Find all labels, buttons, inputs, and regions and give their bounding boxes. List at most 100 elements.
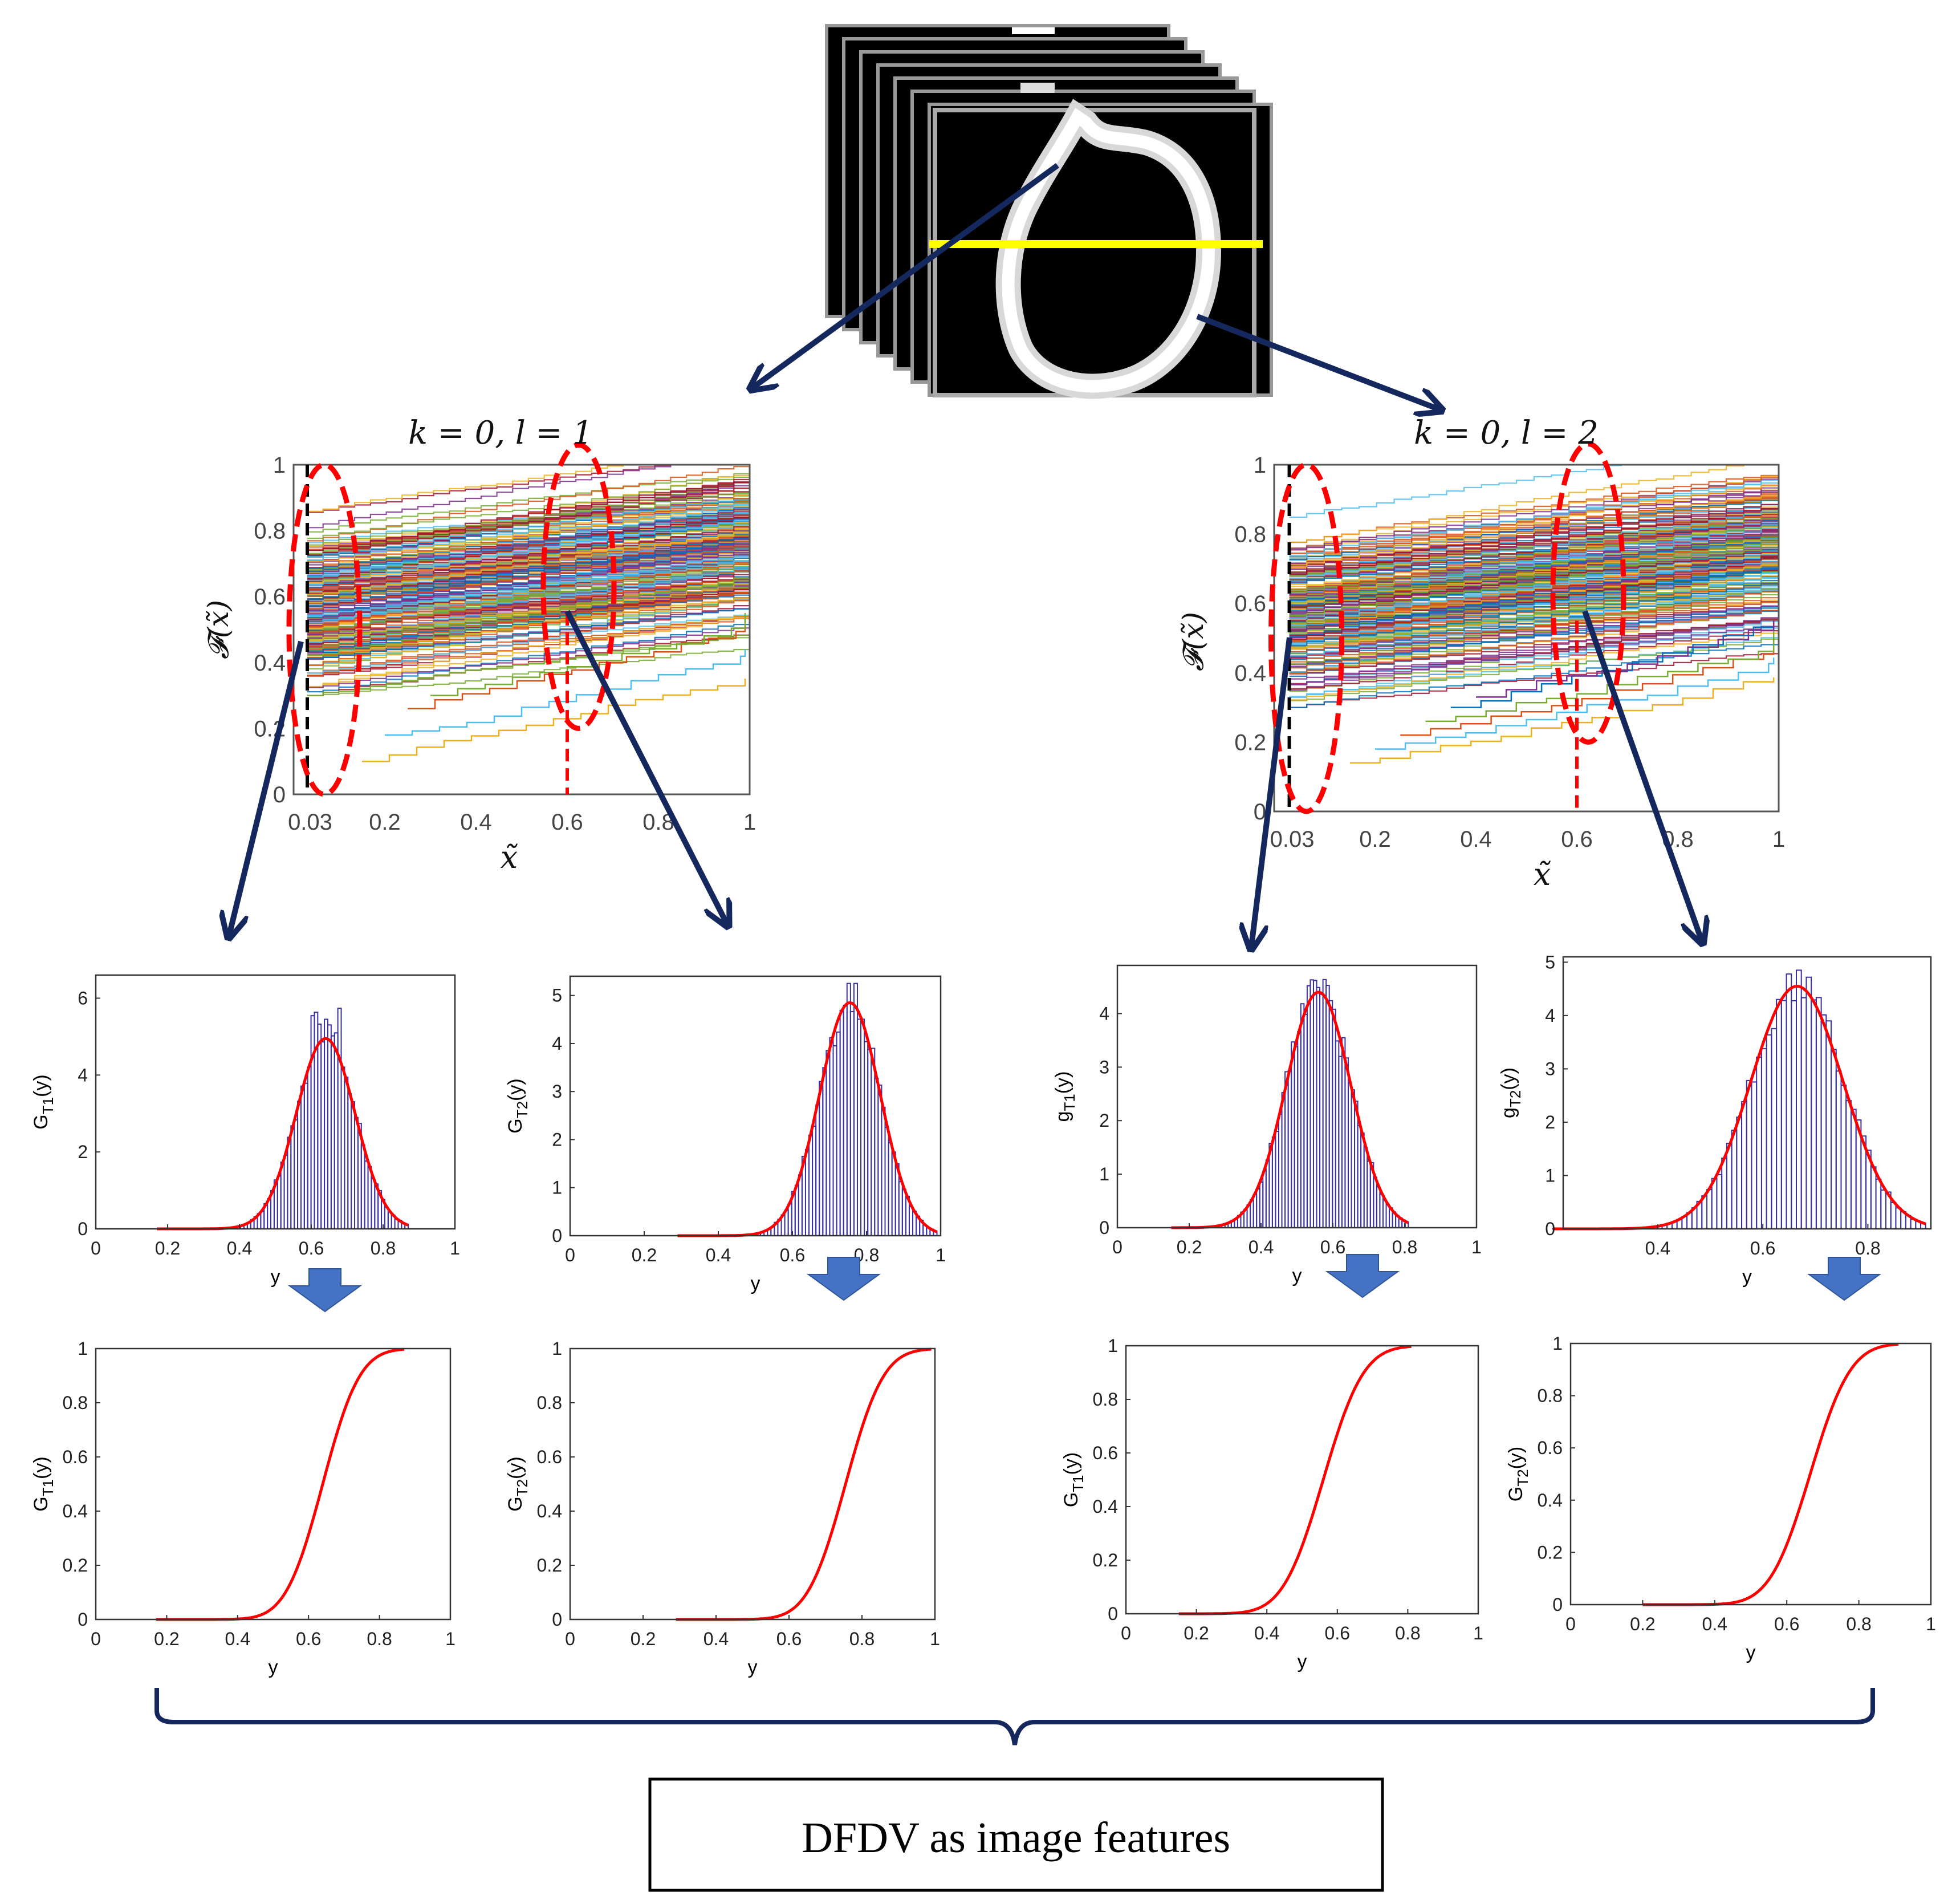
x-tick-label: 0.8	[1395, 1623, 1420, 1643]
histogram-bar	[1726, 1143, 1733, 1229]
cdf-step-line	[307, 465, 750, 512]
y-tick-label: 2	[1099, 1110, 1109, 1131]
x-tick-label: 0.6	[780, 1245, 805, 1265]
cdf-step-line	[1289, 465, 1779, 543]
chart-5: 0 0.2 0.4 0.6 0.8 1 0 0.2 0.4 0.6 0.8 1 y GT1(y)	[30, 1338, 456, 1678]
x-tick-label: 0.03	[1270, 827, 1315, 852]
y-tick-label: 0.8	[254, 519, 286, 544]
x-tick-label: 0.6	[299, 1238, 324, 1258]
y-axis-label: GT2(y)	[505, 1078, 531, 1133]
cdf-axes-frame	[1273, 464, 1780, 813]
x-tick-label: 0.6	[1774, 1614, 1799, 1634]
y-tick-label: 0.6	[254, 584, 286, 610]
caption-text: DFDV as image features	[802, 1814, 1230, 1862]
histogram-bar	[1751, 1081, 1758, 1229]
cdf-step-line	[307, 465, 750, 676]
cdf-step-line	[307, 465, 750, 546]
histogram-bar	[1831, 1049, 1837, 1229]
y-tick-label: 5	[552, 985, 562, 1006]
x-axis-label: x̃	[501, 839, 518, 875]
cdf-step-line	[430, 613, 746, 696]
cdf-curve	[1642, 1342, 1899, 1606]
histogram-bar	[1786, 973, 1792, 1229]
cdf-step-line	[1289, 465, 1779, 599]
y-tick-label: 0	[552, 1609, 562, 1630]
histogram-bar	[1791, 1000, 1797, 1229]
curly-brace	[154, 1688, 1875, 1745]
x-tick-label: 0.8	[1855, 1238, 1880, 1258]
cdf-step-line	[1450, 620, 1775, 708]
y-tick-label: 0.8	[1093, 1389, 1118, 1410]
cdf-step-line	[1289, 465, 1779, 652]
chart-3: 0 0.2 0.4 0.6 0.8 1 0 1 2 3 4 y gT1(y)	[1052, 964, 1482, 1286]
y-tick-label: 3	[1099, 1057, 1109, 1077]
chart-6: 0 0.2 0.4 0.6 0.8 1 0 0.2 0.4 0.6 0.8 1 y GT2(y)	[505, 1338, 940, 1678]
cdf-step-line	[307, 465, 750, 696]
x-tick-label: 0.8	[367, 1629, 392, 1649]
y-tick-label: 1	[1099, 1164, 1109, 1184]
y-tick-label: 1	[552, 1178, 562, 1198]
x-tick-label: 1	[450, 1238, 460, 1258]
y-tick-label: 0.6	[537, 1447, 562, 1467]
cdf-step-line	[1289, 465, 1779, 701]
y-tick-label: 0	[1108, 1603, 1118, 1624]
axes-frame	[1116, 964, 1478, 1229]
y-tick-label: 0.8	[537, 1393, 562, 1413]
y-tick-label: 0.8	[1538, 1386, 1563, 1406]
cdf-step-line	[1289, 465, 1779, 699]
down-block-arrow-2	[806, 1257, 881, 1301]
y-tick-label: 1	[552, 1338, 562, 1359]
y-tick-label: 4	[1545, 1005, 1555, 1026]
cdf-step-line	[1476, 620, 1775, 698]
x-axis-label: y	[269, 1657, 278, 1678]
cdf-step-line	[1425, 628, 1775, 722]
cdf-step-line	[1289, 465, 1779, 657]
cdf-panel-2: 0.03 0.2 0.4 0.6 0.8 100.20.40.60.81k = 0, l …	[1177, 415, 1785, 892]
y-tick-label: 1	[1552, 1333, 1563, 1354]
y-tick-label: 4	[552, 1033, 562, 1054]
x-tick-label: 0.2	[1359, 827, 1391, 852]
cdf-step-line	[307, 465, 750, 607]
x-tick-label: 0.2	[369, 810, 401, 835]
highlight-ellipse-right	[1550, 441, 1626, 745]
x-tick-label: 1	[1926, 1614, 1936, 1634]
y-axis-label: gT1(y)	[1052, 1071, 1078, 1122]
y-tick-label: 4	[78, 1065, 88, 1085]
y-tick-label: 4	[1099, 1003, 1109, 1024]
x-tick-label: 0.4	[1702, 1614, 1727, 1634]
histogram-bar	[1795, 969, 1802, 1229]
cdf-step-line	[307, 465, 750, 659]
x-axis-label: y	[1746, 1642, 1756, 1663]
arrow-to-left-panel	[753, 163, 1059, 388]
cdf-panel-1: 0.03 0.2 0.4 0.6 0.8 100.20.40.60.81k = 0, l …	[202, 415, 756, 875]
cdf-step-line	[1289, 465, 1779, 566]
axes-frame	[1125, 1345, 1479, 1615]
y-axis-label: GT2(y)	[505, 1456, 531, 1511]
histogram-bar	[1875, 1178, 1882, 1230]
histogram-bar	[1756, 1056, 1762, 1230]
y-tick-label: 1	[1108, 1335, 1118, 1356]
y-tick-label: 0	[552, 1225, 562, 1246]
histogram-bar	[1731, 1130, 1738, 1230]
cdf-step-line	[1289, 465, 1779, 640]
y-tick-label: 0.2	[1093, 1550, 1118, 1570]
x-tick-label: 0.03	[288, 810, 332, 835]
x-tick-label: 1	[930, 1629, 940, 1649]
y-tick-label: 6	[78, 988, 88, 1008]
cdf-step-line	[307, 465, 750, 674]
x-tick-label: 1	[1473, 1623, 1483, 1643]
cdf-step-line	[1289, 465, 1779, 685]
axes-frame	[569, 1347, 936, 1621]
y-tick-label: 0.2	[63, 1555, 88, 1576]
down-block-arrow-3	[1325, 1254, 1400, 1298]
x-tick-label: 0.4	[703, 1629, 729, 1649]
x-tick-label: 0.8	[1846, 1614, 1871, 1634]
cdf-step-line	[307, 465, 750, 513]
y-tick-label: 0	[1545, 1219, 1555, 1239]
x-axis-label: y	[1298, 1651, 1307, 1672]
histogram-bar	[1706, 1189, 1713, 1230]
chart-7: 0 0.2 0.4 0.6 0.8 1 0 0.2 0.4 0.6 0.8 1 y GT1(y)	[1060, 1335, 1483, 1672]
cdf-step-lines	[307, 465, 750, 762]
cdf-step-line	[307, 465, 750, 600]
